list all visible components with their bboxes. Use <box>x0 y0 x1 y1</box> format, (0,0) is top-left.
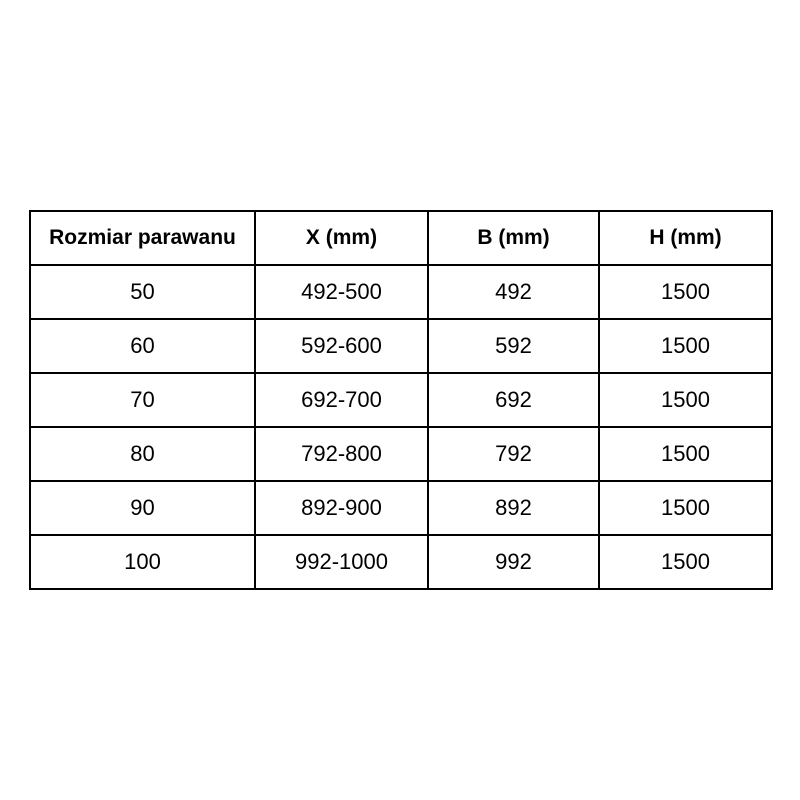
table-cell-b: 892 <box>427 480 600 536</box>
table-row: 70 692-700 692 1500 <box>29 372 773 428</box>
table-cell-size: 50 <box>29 264 256 320</box>
table-cell-b: 992 <box>427 534 600 590</box>
column-header-rozmiar-parawanu: Rozmiar parawanu <box>29 210 256 266</box>
table-cell-x: 692-700 <box>254 372 429 428</box>
table-cell-x: 892-900 <box>254 480 429 536</box>
table-cell-size: 80 <box>29 426 256 482</box>
column-header-b-mm: B (mm) <box>427 210 600 266</box>
table-row: 80 792-800 792 1500 <box>29 426 773 482</box>
table-cell-h: 1500 <box>598 534 773 590</box>
table-row: 100 992-1000 992 1500 <box>29 534 773 590</box>
table-cell-b: 492 <box>427 264 600 320</box>
table-row: 50 492-500 492 1500 <box>29 264 773 320</box>
table-cell-size: 90 <box>29 480 256 536</box>
column-header-h-mm: H (mm) <box>598 210 773 266</box>
table-cell-x: 992-1000 <box>254 534 429 590</box>
table-cell-x: 792-800 <box>254 426 429 482</box>
table-cell-h: 1500 <box>598 480 773 536</box>
table-cell-h: 1500 <box>598 426 773 482</box>
table-row: 60 592-600 592 1500 <box>29 318 773 374</box>
spec-table: Rozmiar parawanu X (mm) B (mm) H (mm) 50… <box>29 210 773 590</box>
table-cell-b: 792 <box>427 426 600 482</box>
table-cell-b: 692 <box>427 372 600 428</box>
table-cell-x: 592-600 <box>254 318 429 374</box>
table-cell-b: 592 <box>427 318 600 374</box>
table-cell-size: 100 <box>29 534 256 590</box>
table-cell-h: 1500 <box>598 318 773 374</box>
table-row: 90 892-900 892 1500 <box>29 480 773 536</box>
table-header-row: Rozmiar parawanu X (mm) B (mm) H (mm) <box>29 210 773 266</box>
table-cell-size: 60 <box>29 318 256 374</box>
table-cell-size: 70 <box>29 372 256 428</box>
table-cell-h: 1500 <box>598 264 773 320</box>
table-cell-h: 1500 <box>598 372 773 428</box>
column-header-x-mm: X (mm) <box>254 210 429 266</box>
table-cell-x: 492-500 <box>254 264 429 320</box>
